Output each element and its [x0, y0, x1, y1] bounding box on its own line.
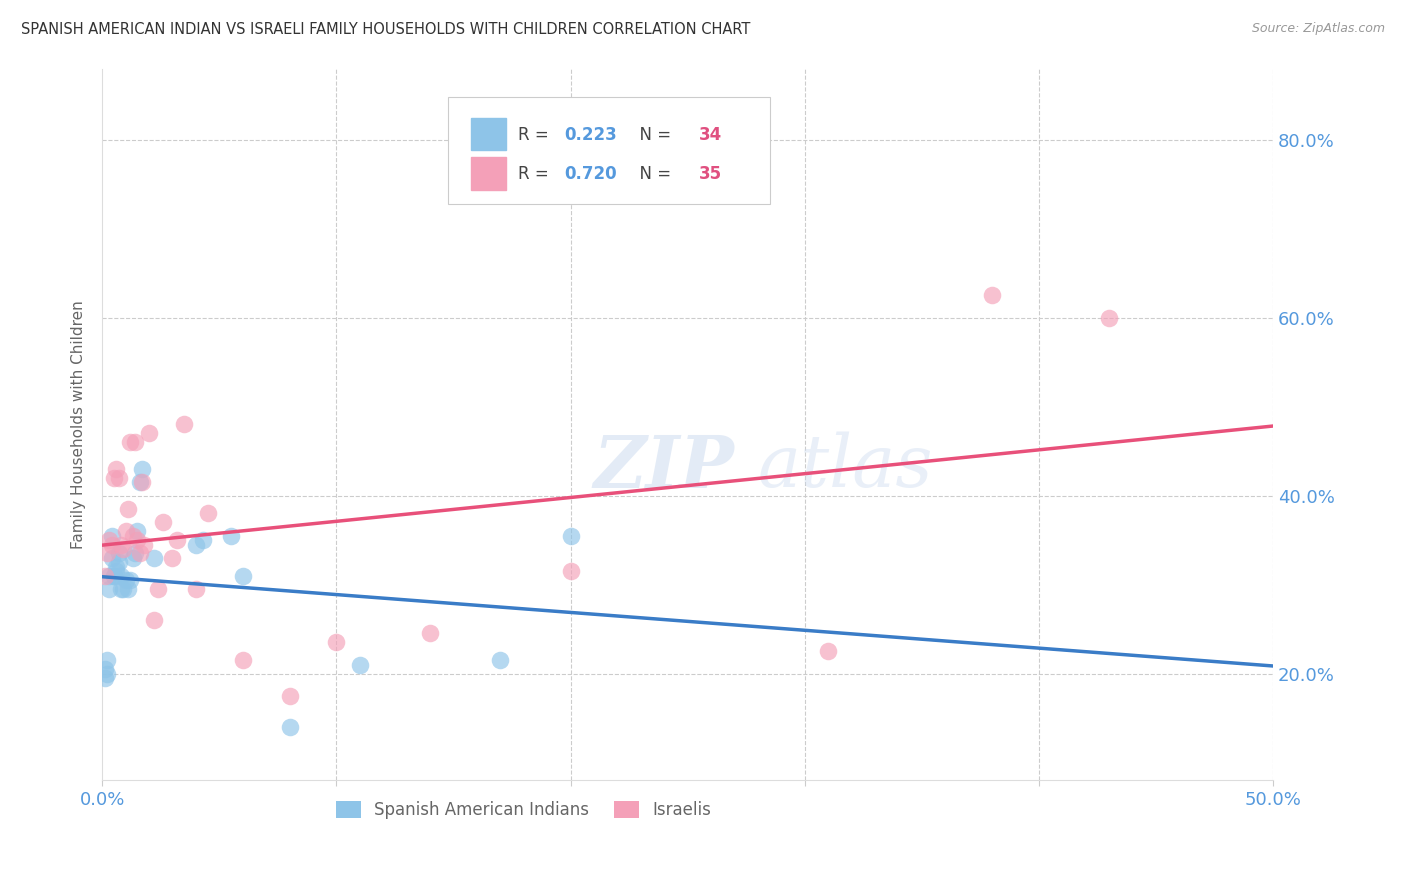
Point	[127, 524, 149, 538]
Point	[100, 537, 122, 551]
Point	[93, 671, 115, 685]
Text: R =: R =	[517, 165, 554, 183]
Point	[162, 550, 184, 565]
Text: SPANISH AMERICAN INDIAN VS ISRAELI FAMILY HOUSEHOLDS WITH CHILDREN CORRELATION C: SPANISH AMERICAN INDIAN VS ISRAELI FAMIL…	[21, 22, 751, 37]
Point	[100, 550, 122, 565]
Point	[105, 559, 128, 574]
Point	[184, 537, 207, 551]
Text: 0.223: 0.223	[565, 126, 617, 144]
Point	[560, 528, 582, 542]
Point	[105, 462, 128, 476]
Text: 35: 35	[699, 165, 723, 183]
Text: atlas: atlas	[758, 432, 934, 502]
Y-axis label: Family Households with Children: Family Households with Children	[72, 300, 86, 549]
Point	[110, 582, 132, 596]
Point	[232, 653, 254, 667]
Point	[103, 471, 125, 485]
Point	[128, 475, 150, 490]
Point	[120, 573, 142, 587]
Point	[489, 653, 512, 667]
Point	[98, 533, 121, 547]
Text: R =: R =	[517, 126, 554, 144]
Point	[120, 435, 142, 450]
Text: N =: N =	[628, 165, 676, 183]
Point	[117, 582, 139, 596]
Point	[124, 435, 146, 450]
Point	[93, 662, 115, 676]
Legend: Spanish American Indians, Israelis: Spanish American Indians, Israelis	[329, 794, 718, 825]
Point	[107, 546, 129, 560]
Point	[981, 288, 1004, 302]
Point	[134, 537, 156, 551]
Point	[142, 550, 165, 565]
Point	[117, 502, 139, 516]
Point	[184, 582, 207, 596]
Point	[98, 582, 121, 596]
Point	[325, 635, 347, 649]
Point	[103, 568, 125, 582]
Point	[110, 568, 132, 582]
FancyBboxPatch shape	[471, 119, 506, 151]
Point	[112, 541, 135, 556]
Point	[142, 613, 165, 627]
Point	[105, 564, 128, 578]
Point	[93, 568, 115, 582]
Point	[419, 626, 441, 640]
Point	[232, 568, 254, 582]
Point	[278, 689, 301, 703]
Point	[96, 546, 118, 560]
Text: ZIP: ZIP	[593, 432, 734, 502]
Point	[114, 524, 136, 538]
Text: N =: N =	[628, 126, 676, 144]
Point	[96, 653, 118, 667]
Point	[124, 546, 146, 560]
Point	[114, 573, 136, 587]
Point	[1098, 310, 1121, 325]
Point	[121, 528, 143, 542]
Point	[560, 564, 582, 578]
Point	[131, 475, 153, 490]
Text: 0.720: 0.720	[565, 165, 617, 183]
FancyBboxPatch shape	[447, 97, 769, 203]
Point	[148, 582, 170, 596]
Text: Source: ZipAtlas.com: Source: ZipAtlas.com	[1251, 22, 1385, 36]
Point	[131, 462, 153, 476]
Point	[98, 568, 121, 582]
Point	[173, 417, 195, 432]
Text: 34: 34	[699, 126, 723, 144]
Point	[100, 528, 122, 542]
Point	[138, 426, 160, 441]
Point	[152, 516, 174, 530]
Point	[121, 550, 143, 565]
Point	[197, 507, 219, 521]
Point	[219, 528, 242, 542]
Point	[112, 582, 135, 596]
Point	[191, 533, 214, 547]
Point	[349, 657, 371, 672]
Point	[103, 568, 125, 582]
Point	[127, 533, 149, 547]
Point	[166, 533, 188, 547]
FancyBboxPatch shape	[471, 158, 506, 189]
Point	[107, 471, 129, 485]
Point	[107, 555, 129, 569]
Point	[817, 644, 839, 658]
Point	[96, 666, 118, 681]
Point	[278, 720, 301, 734]
Point	[128, 546, 150, 560]
Point	[110, 537, 132, 551]
